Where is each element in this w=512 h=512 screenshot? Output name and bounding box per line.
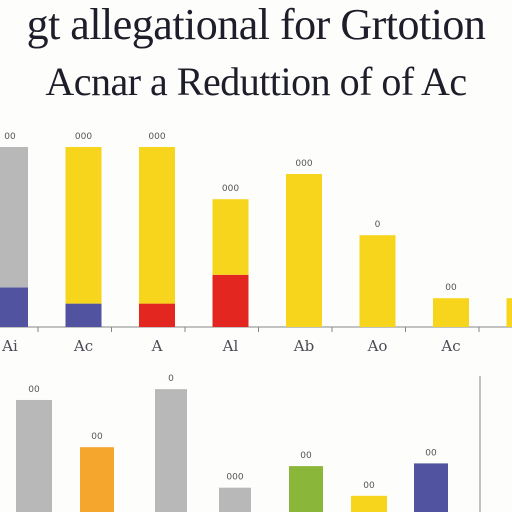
category-label-top-4: Ab [293, 337, 314, 355]
bar-top-5-3 [359, 235, 396, 327]
bar-bottom-3 [219, 487, 251, 512]
category-label-top-1: Ac [73, 337, 93, 355]
category-label-top-5: Ao [367, 337, 388, 355]
value-label-bottom-5: 00 [363, 481, 375, 491]
bar-bottom-2 [155, 389, 187, 512]
bar-top-0-2 [0, 147, 28, 288]
value-label-bottom-3: 000 [226, 473, 243, 483]
category-label-top-0: Ai [1, 337, 18, 355]
bar-top-2-3 [139, 147, 175, 304]
value-label-bottom-4: 00 [300, 451, 312, 461]
bar-top-6-3 [433, 298, 469, 327]
value-label-top-0: 00 [4, 132, 16, 142]
category-label-top-2: A [151, 337, 163, 355]
value-label-top-5: 0 [375, 220, 381, 230]
value-label-top-2: 000 [148, 132, 165, 142]
value-label-bottom-2: 0 [168, 374, 174, 384]
bar-top-0-0 [0, 287, 28, 327]
chart-title-line-2: Acnar a Reduttion of of Ac [45, 59, 467, 104]
value-label-top-6: 00 [445, 283, 457, 293]
bar-top-2-1 [139, 303, 175, 327]
value-label-top-1: 000 [75, 132, 92, 142]
value-label-top-3: 000 [222, 184, 239, 194]
bar-top-4-3 [286, 174, 322, 327]
bar-top-7-3 [506, 298, 512, 327]
bar-bottom-0 [16, 399, 52, 512]
category-label-top-6: Ac [440, 337, 460, 355]
bar-top-1-0 [65, 303, 102, 327]
bar-bottom-4 [289, 466, 323, 512]
bar-bottom-1 [80, 447, 114, 512]
bar-bottom-5 [351, 495, 387, 512]
value-label-bottom-6: 00 [425, 448, 437, 458]
value-label-top-4: 000 [295, 159, 312, 169]
value-label-bottom-0: 00 [28, 385, 40, 395]
category-label-top-3: Al [222, 337, 239, 355]
bar-top-3-1 [212, 274, 249, 327]
bar-top-3-3 [212, 199, 249, 275]
chart-title-line-1: gt allegational for Grtotion [26, 0, 486, 49]
value-label-bottom-1: 00 [91, 432, 103, 442]
bar-bottom-6 [414, 463, 448, 512]
bar-top-1-3 [65, 147, 102, 304]
